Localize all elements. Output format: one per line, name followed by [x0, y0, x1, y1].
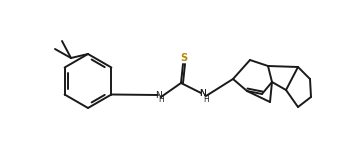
Text: H: H — [159, 96, 164, 104]
Text: S: S — [181, 53, 188, 63]
Text: H: H — [203, 94, 209, 104]
Text: N: N — [200, 89, 206, 98]
Text: N: N — [155, 91, 161, 99]
Text: N: N — [200, 89, 206, 98]
